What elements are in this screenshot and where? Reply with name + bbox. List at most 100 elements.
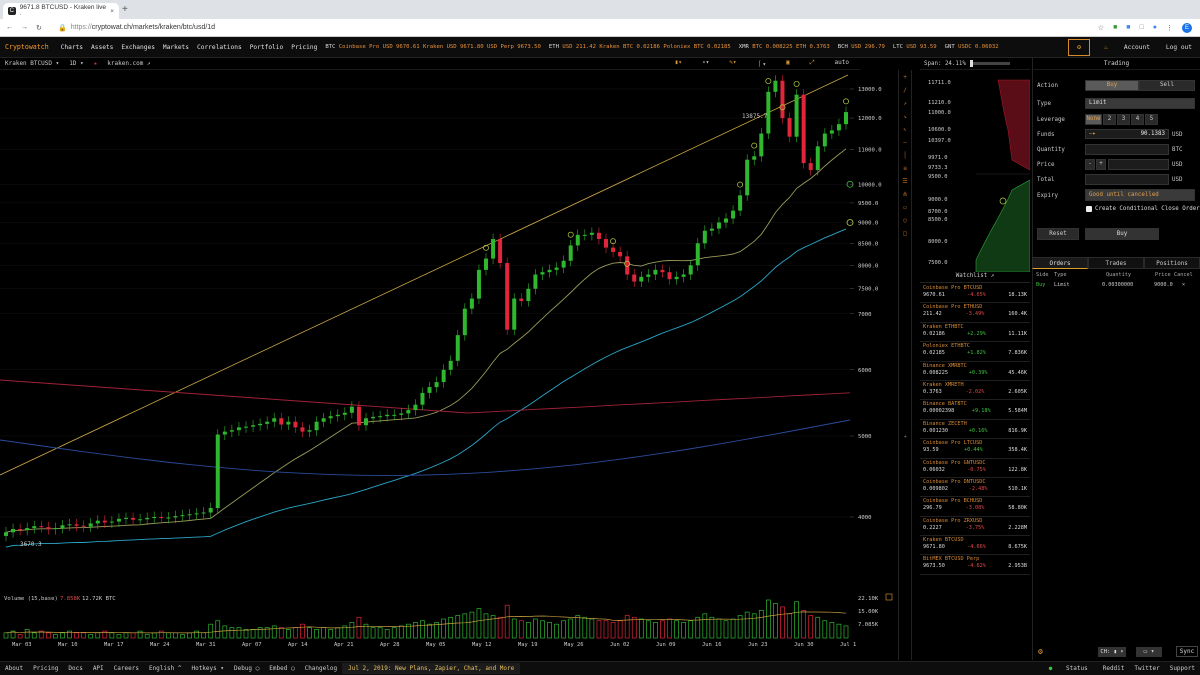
panel-settings-icon[interactable]: ⚙ [1038,647,1043,656]
chart-type-icon[interactable]: ▮▾ [674,59,683,66]
sync-button[interactable]: Sync [1176,646,1198,657]
market-selector[interactable]: Kraken BTCUSD ▾ [5,60,60,67]
text-tool-icon[interactable]: □ [903,230,907,237]
expiry-select[interactable]: Good until cancelled [1085,189,1195,201]
exchange-link[interactable]: kraken.com ↗ [107,60,151,67]
footer-language[interactable]: English ^ [148,665,182,672]
sell-toggle[interactable]: Sell [1139,80,1195,91]
footer-debug[interactable]: Debug ◯ [233,665,260,672]
ticker-eth[interactable]: ETH USD 211.42 Kraken BTC 0.02186 Poloni… [545,44,735,50]
watchlist-item[interactable]: Coinbase Pro DNTUSDC 0.009802 -2.48% 510.1K [920,478,1030,498]
add-tool-icon[interactable]: + [903,74,907,81]
rect-tool-icon[interactable]: ▭ [903,204,907,211]
reset-button[interactable]: Reset [1037,228,1079,240]
leverage-4[interactable]: 4 [1131,114,1144,125]
ticker-btc[interactable]: BTC Coinbase Pro USD 9670.61 Kraken USD … [321,44,545,50]
watchlist-item[interactable]: Coinbase Pro ZRXUSD 0.2227 -3.75% 2.228M [920,517,1030,537]
footer-twitter[interactable]: Twitter [1134,665,1160,672]
browser-tab[interactable]: C 9671.8 BTCUSD - Kraken live · × [3,3,119,19]
order-cancel-icon[interactable]: × [1182,282,1186,288]
nav-markets[interactable]: Markets [162,43,189,51]
ticker-xmr[interactable]: XMR BTC 0.008225 ETH 0.3763 [735,44,834,50]
footer-news[interactable]: Jul 2, 2019: New Plans, Zapier, Chat, an… [342,663,521,674]
quantity-input[interactable] [1085,144,1169,155]
draw-tools-icon[interactable]: ⎰▾ [756,61,767,68]
depth-span-slider[interactable] [969,60,1010,67]
watchlist-item[interactable]: Coinbase Pro BTCUSD 9670.61 -4.65% 18.13K [920,284,1030,304]
price-decrement[interactable]: - [1085,159,1095,170]
alerts-icon[interactable]: ♨ [1104,43,1108,51]
chat-toggle-icon[interactable]: CH: ▮ ▾ [1098,647,1126,657]
fullscreen-icon[interactable]: ⤢ [809,59,815,66]
nav-charts[interactable]: Charts [60,43,84,51]
price-input[interactable] [1108,159,1169,170]
watchlist-item[interactable]: Coinbase Pro LTCUSD 93.59 +0.44% 358.4K [920,439,1030,459]
collapse-left-icon[interactable]: ◂ [903,433,907,440]
nav-pricing[interactable]: Pricing [291,43,318,51]
hline-tool-icon[interactable]: ― [903,139,907,146]
watchlist-item[interactable]: Binance BATBTC 0.00002398 +9.18% 5.584M [920,400,1030,420]
ticker-ltc[interactable]: LTC USD 93.59 [889,44,941,50]
slider-handle[interactable] [969,60,973,67]
watchlist-item[interactable]: Kraken XMRETH 0.3763 -2.02% 2.605K [920,381,1030,401]
volume-settings-icon[interactable] [885,593,893,601]
ray-tool-icon[interactable]: ↗ [903,100,907,107]
footer-pricing[interactable]: Pricing [33,665,59,672]
footer-changelog[interactable]: Changelog [304,665,338,672]
close-tab-icon[interactable]: × [110,7,114,15]
watchlist-item[interactable]: Coinbase Pro GNTUSDC 0.06032 -0.75% 122.8K [920,459,1030,478]
url-field[interactable]: https://cryptowat.ch/markets/kraken/btc/… [71,24,215,31]
logout-link[interactable]: Log out [1165,43,1192,51]
cast-icon[interactable]: ● [1152,24,1157,31]
line-tool-icon[interactable]: ∕ [903,87,907,94]
footer-careers[interactable]: Careers [113,665,139,672]
footer-support[interactable]: Support [1169,665,1195,672]
leverage-3[interactable]: 3 [1117,114,1130,125]
watchlist-item[interactable]: Coinbase Pro BCHUSD 296.79 -3.08% 58.80K [920,497,1030,517]
footer-reddit[interactable]: Reddit [1102,665,1125,672]
order-type-select[interactable]: Limit [1085,98,1195,109]
leverage-2[interactable]: 2 [1103,114,1116,125]
app-logo[interactable]: Cryptowatch [5,43,49,51]
leverage-none[interactable]: None [1085,114,1102,125]
tab-trades[interactable]: Trades [1088,257,1144,269]
circle-tool-icon[interactable]: ○ [903,217,907,224]
auto-scale-toggle[interactable]: auto [834,59,849,66]
screenshot-icon[interactable]: ▣ [786,59,790,66]
settings-gear-icon[interactable]: ⚙ [1068,38,1091,56]
footer-hotkeys[interactable]: Hotkeys ▾ [191,665,224,672]
watchlist-item[interactable]: Kraken BTCUSD 9671.80 -4.66% 8.675K [920,536,1030,556]
watchlist-item[interactable]: Coinbase Pro ETHUSD 211.42 -3.49% 160.4K [920,303,1030,323]
nav-assets[interactable]: Assets [91,43,114,51]
price-chart[interactable]: 13000.0 12000.0 11000.0 10000.0 9500.0 9000.0… [0,70,898,593]
buy-toggle[interactable]: Buy [1085,80,1139,91]
tab-positions[interactable]: Positions [1144,257,1200,269]
pitchfork-tool-icon[interactable]: ⋔ [902,191,908,198]
extend-tool-icon[interactable]: ↖ [903,126,907,133]
footer-embed[interactable]: Embed ◯ [269,665,295,672]
extension-icon[interactable]: ■ [1113,24,1118,31]
footer-docs[interactable]: Docs [68,665,83,672]
back-icon[interactable]: ← [6,23,13,31]
menu-icon[interactable]: ⋮ [1166,24,1173,32]
extension-icon-2[interactable]: ■ [1126,24,1131,31]
tab-orders[interactable]: Orders [1032,257,1088,269]
leverage-5[interactable]: 5 [1145,114,1158,125]
watchlist-item[interactable]: BitMEX BTCUSD Perp 9673.50 -4.62% 2.953B [920,555,1030,575]
nav-portfolio[interactable]: Portfolio [249,43,284,51]
watchlist-item[interactable]: Binance XMRBTC 0.008225 +0.39% 45.46K [920,362,1030,381]
watchlist-item[interactable]: Binance ZECETH 0.001230 +0.16% 816.9K [920,420,1030,440]
layout-toggle-icon[interactable]: ▭ ▾ [1136,647,1162,657]
profile-avatar[interactable]: E [1182,22,1192,33]
arrow-tool-icon[interactable]: ↘ [903,113,907,120]
channel-tool-icon[interactable]: ≡ [903,165,907,172]
period-selector[interactable]: 1D ▾ [69,60,84,67]
forward-icon[interactable]: → [21,23,28,31]
nav-correlations[interactable]: Correlations [197,43,242,51]
footer-status[interactable]: ● Status [1039,665,1098,672]
favorite-star-icon[interactable]: ★ [93,60,98,67]
draw-pencil-icon[interactable]: ✎▾ [729,59,737,66]
watchlist-item[interactable]: Kraken ETHBTC 0.02186 +2.29% 11.11K [920,323,1030,343]
vline-tool-icon[interactable]: │ [903,152,907,159]
account-link[interactable]: Account [1123,43,1150,51]
